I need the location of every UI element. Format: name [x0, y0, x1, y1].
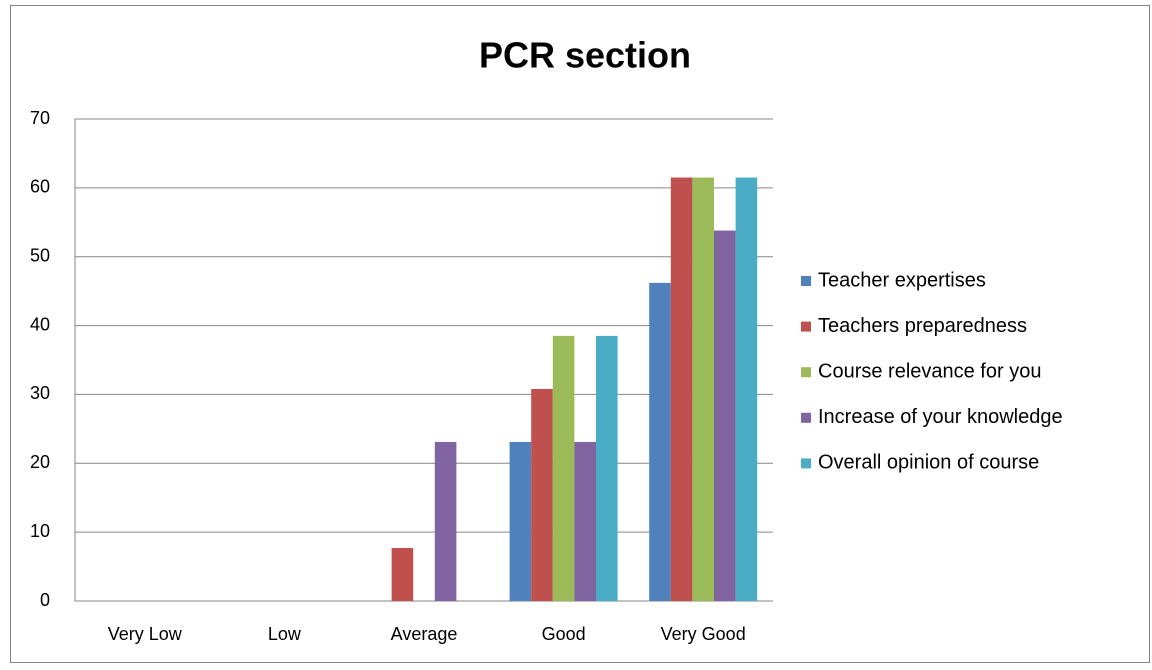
y-tick-label: 70: [30, 108, 50, 128]
bar: [714, 230, 736, 601]
x-tick-label: Average: [391, 624, 458, 644]
legend-swatch: [801, 412, 811, 423]
legend-swatch: [801, 458, 811, 469]
bar: [531, 388, 553, 601]
legend-swatch: [801, 276, 811, 286]
y-tick-label: 10: [30, 521, 50, 541]
x-tick-label: Low: [268, 624, 302, 644]
x-tick-label: Very Good: [661, 624, 746, 644]
bar: [596, 335, 618, 601]
bar: [692, 177, 714, 601]
legend-label: Increase of your knowledge: [818, 406, 1063, 428]
y-tick-label: 60: [30, 177, 50, 197]
x-tick-label: Good: [542, 624, 586, 644]
legend-label: Overall opinion of course: [818, 452, 1039, 474]
legend-swatch: [801, 321, 811, 332]
y-tick-label: 0: [40, 590, 50, 610]
x-tick-label: Very Low: [108, 624, 183, 644]
bar: [574, 441, 596, 601]
bar: [509, 441, 532, 601]
chart-title: PCR section: [479, 35, 691, 76]
bar: [391, 547, 414, 601]
legend-label: Teacher expertises: [818, 269, 986, 291]
y-tick-label: 50: [30, 245, 50, 265]
y-tick-label: 40: [30, 314, 50, 334]
y-tick-label: 20: [30, 452, 50, 472]
bar: [670, 177, 693, 601]
bar: [735, 177, 758, 601]
legend-label: Course relevance for you: [818, 360, 1041, 382]
bar: [649, 282, 671, 601]
legend-label: Teachers preparedness: [818, 315, 1027, 337]
legend-swatch: [801, 367, 811, 378]
bar: [552, 335, 575, 601]
y-tick-label: 30: [30, 383, 50, 403]
bar: [434, 441, 457, 601]
